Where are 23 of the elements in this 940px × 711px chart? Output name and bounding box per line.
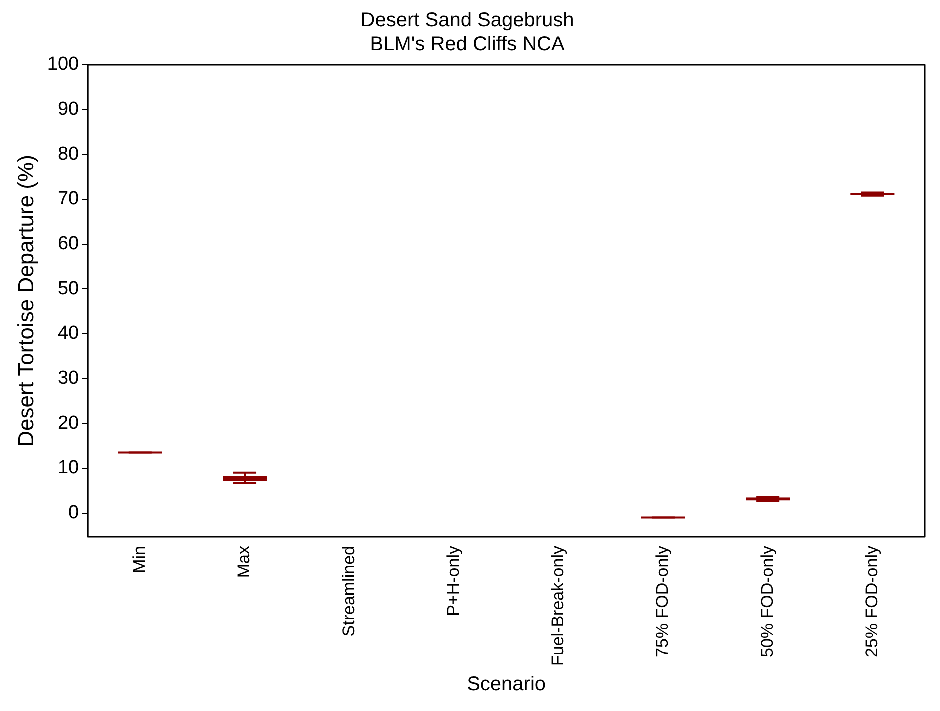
y-tick-label: 80 [58, 144, 80, 165]
x-tick-label: Fuel-Break-only [548, 546, 568, 666]
y-tick-label: 20 [58, 412, 80, 434]
y-tick-label: 0 [68, 502, 80, 524]
chart-title: Desert Sand Sagebrush [360, 10, 574, 32]
y-tick-label: 40 [58, 323, 80, 344]
x-tick-label: Min [130, 546, 150, 574]
chart-subtitle: BLM's Red Cliffs NCA [370, 34, 566, 56]
y-tick-label: 60 [58, 234, 80, 255]
y-tick-label: 70 [58, 188, 80, 210]
x-tick-label: P+H-only [444, 546, 463, 616]
x-tick-label: 75% FOD-only [653, 546, 672, 658]
y-tick-label: 30 [58, 368, 80, 390]
x-tick-label: 50% FOD-only [758, 546, 777, 658]
x-tick-label: Streamlined [339, 546, 358, 637]
y-axis-title: Desert Tortoise Departure (%) [13, 155, 38, 447]
x-tick-label: 25% FOD-only [862, 546, 882, 658]
y-tick-label: 10 [58, 458, 80, 479]
y-tick-label: 100 [47, 54, 80, 76]
x-tick-label: Max [234, 546, 254, 578]
y-tick-label: 90 [58, 99, 80, 120]
x-axis-title: Scenario [467, 674, 546, 696]
y-tick-label: 50 [58, 278, 80, 300]
